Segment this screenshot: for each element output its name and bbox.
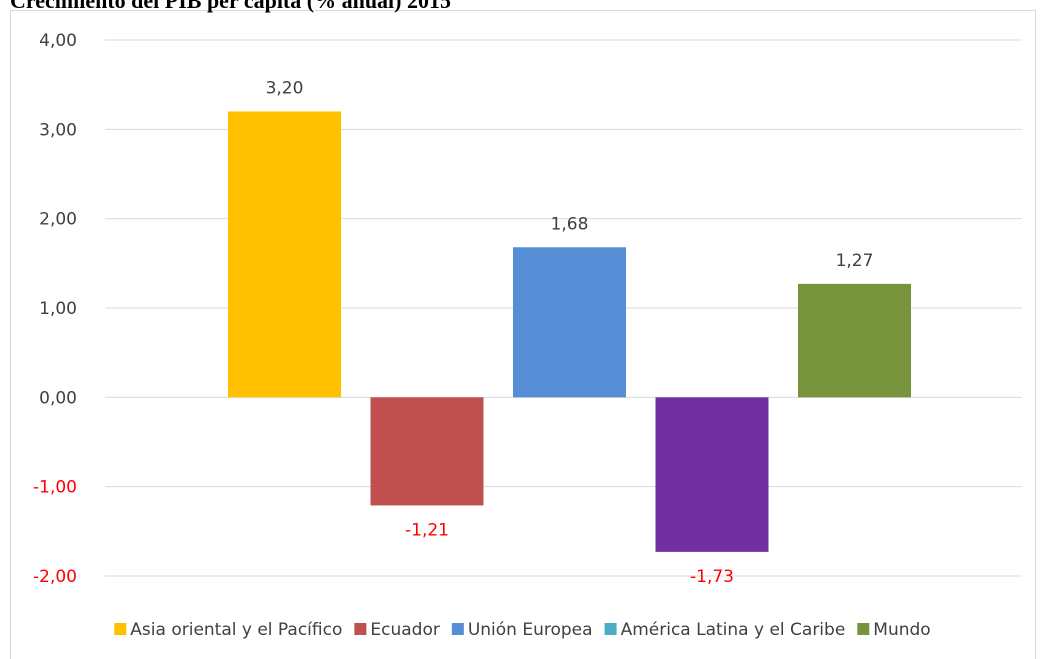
y-tick-label: -1,00 (33, 478, 77, 498)
data-label: -1,21 (405, 520, 449, 540)
data-label: 1,27 (836, 251, 874, 271)
y-tick-label: 4,00 (39, 31, 77, 51)
bar (798, 283, 911, 398)
chart-title: Crecimiento del PIB per cápita (% anual)… (10, 0, 451, 13)
y-tick-label: 2,00 (39, 210, 77, 230)
y-tick-label: 0,00 (39, 388, 77, 408)
legend-label: Ecuador (370, 620, 439, 640)
legend-label: Mundo (873, 620, 930, 640)
bar (655, 397, 769, 552)
data-label: -1,73 (690, 567, 734, 587)
bar (228, 111, 341, 398)
legend-swatch (354, 623, 367, 635)
legend-label: Asia oriental y el Pacífico (130, 620, 342, 640)
legend-swatch (604, 623, 617, 635)
legend-swatch (114, 623, 127, 635)
bar (513, 247, 626, 398)
y-tick-label: 3,00 (39, 120, 77, 140)
legend: Asia oriental y el Pacífico Ecuador Unión … (114, 620, 931, 640)
bar (370, 397, 484, 506)
legend-swatch (857, 623, 870, 635)
legend-label: América Latina y el Caribe (621, 620, 846, 640)
legend-swatch (451, 623, 464, 635)
legend-label: Unión Europea (468, 620, 593, 640)
data-label: 3,20 (266, 78, 304, 98)
y-tick-label: 1,00 (39, 299, 77, 319)
data-label: 1,68 (551, 214, 589, 234)
y-tick-label: -2,00 (33, 567, 77, 587)
